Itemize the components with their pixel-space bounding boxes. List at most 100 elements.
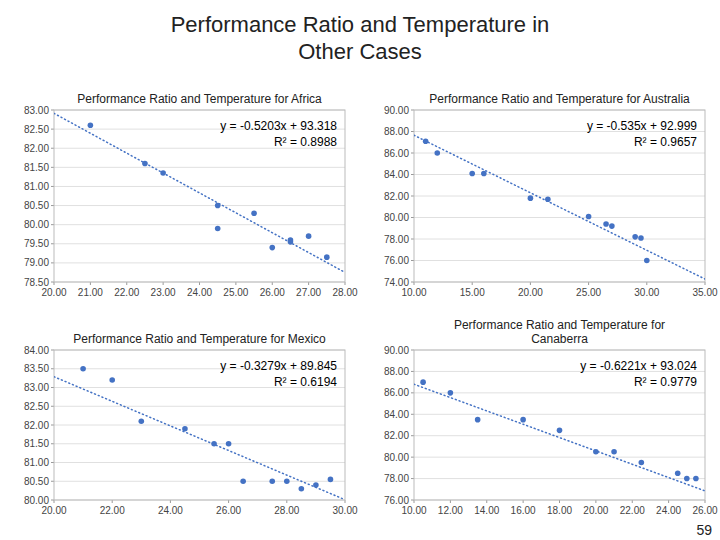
scatter-point [288,237,294,243]
tick-label: 24.00 [158,505,183,516]
tick-label: 82.50 [24,124,49,135]
tick-label: 25.00 [223,287,248,298]
text-line: Canaberra [531,332,588,346]
grid-line [54,443,345,444]
tick-label: 86.00 [384,387,409,398]
grid-line [414,260,705,261]
grid-line [54,167,345,168]
text-line: Performance Ratio and Temperature for Au… [429,92,690,106]
scatter-point [420,379,426,385]
tick-label: 12.00 [438,505,463,516]
marks [54,366,345,500]
text-line: Other Cases [298,39,422,64]
subplot-title: Performance Ratio and Temperature for Af… [77,92,322,106]
scatter-point [675,470,681,476]
scatter-point [328,477,334,483]
scatter-point [251,210,257,216]
tick-label: 84.00 [384,409,409,420]
tick-label: 23.00 [151,287,176,298]
tick-label: 79.50 [24,238,49,249]
trend-line [54,377,345,500]
plot-frame [54,110,345,282]
tick-label: 78.00 [384,234,409,245]
tick-label: 35.00 [692,287,717,298]
grid-line [414,196,705,197]
tick-label: 83.50 [24,363,49,374]
subplot: 80.0080.5081.0081.5082.0082.5083.0083.50… [24,332,358,516]
tick-label: 88.00 [384,366,409,377]
tick-label: 79.00 [24,257,49,268]
grid-line [54,205,345,206]
annotation: R² = 0.9779 [634,375,697,389]
scatter-point [80,366,86,372]
tick-label: 20.00 [583,505,608,516]
tick-label: 80.50 [24,200,49,211]
page-title: Performance Ratio and Temperature inOthe… [171,12,550,64]
annotation: y = -0.6221x + 93.024 [580,359,697,373]
trend-line [414,135,705,279]
scatter-point [603,221,609,227]
scatter-point [469,171,475,177]
scatter-point [448,390,454,396]
tick-label: 83.00 [24,382,49,393]
tick-label: 80.00 [24,219,49,230]
plot-background [54,110,345,282]
tick-label: 80.00 [384,212,409,223]
scatter-point [586,214,592,220]
text-line: Performance Ratio and Temperature for [454,318,665,332]
tick-label: 82.50 [24,401,49,412]
tick-label: 21.00 [78,287,103,298]
tick-label: 78.50 [24,277,49,288]
scatter-point [215,226,221,232]
scatter-point [226,441,232,447]
plot-background [414,350,705,500]
grid-line [414,478,705,479]
tick-label: 80.50 [24,476,49,487]
tick-label: 81.50 [24,438,49,449]
tick-label: 10.00 [401,505,426,516]
tick-label: 26.00 [260,287,285,298]
tick-label: 88.00 [384,126,409,137]
annotation: y = -0.3279x + 89.845 [220,359,337,373]
tick-label: 76.00 [384,255,409,266]
page-number: 59 [696,522,712,538]
scatter-point [109,377,115,383]
grid-line [414,217,705,218]
scatter-point [240,478,246,484]
plot-frame [414,110,705,282]
tick-label: 82.00 [24,143,49,154]
tick-label: 83.00 [24,105,49,116]
grid-line [54,243,345,244]
scatter-point [324,254,330,260]
scatter-point [528,195,534,201]
tick-label: 20.00 [41,505,66,516]
tick-label: 82.00 [384,191,409,202]
subplot-title: Performance Ratio and Temperature forCan… [454,318,665,346]
scatter-point [306,233,312,239]
scatter-point [269,478,275,484]
scatter-point [284,478,290,484]
subplot: 76.0078.0080.0082.0084.0086.0088.0090.00… [384,318,718,516]
tick-label: 81.50 [24,162,49,173]
scatter-point [684,476,690,482]
chart-canvas: Performance Ratio and Temperature inOthe… [0,0,720,540]
scatter-point [313,482,319,488]
plot-frame [54,350,345,500]
tick-label: 15.00 [460,287,485,298]
scatter-point [434,150,440,156]
plot-background [54,350,345,500]
plot-frame [414,350,705,500]
tick-label: 26.00 [216,505,241,516]
grid-line [414,414,705,415]
scatter-point [644,258,650,264]
scatter-point [557,428,563,434]
tick-label: 90.00 [384,345,409,356]
tick-label: 82.00 [384,430,409,441]
tick-label: 16.00 [511,505,536,516]
grid-line [414,153,705,154]
scatter-point [142,161,148,167]
marks [414,379,705,491]
grid-line [414,435,705,436]
marks [414,135,705,279]
tick-label: 90.00 [384,105,409,116]
